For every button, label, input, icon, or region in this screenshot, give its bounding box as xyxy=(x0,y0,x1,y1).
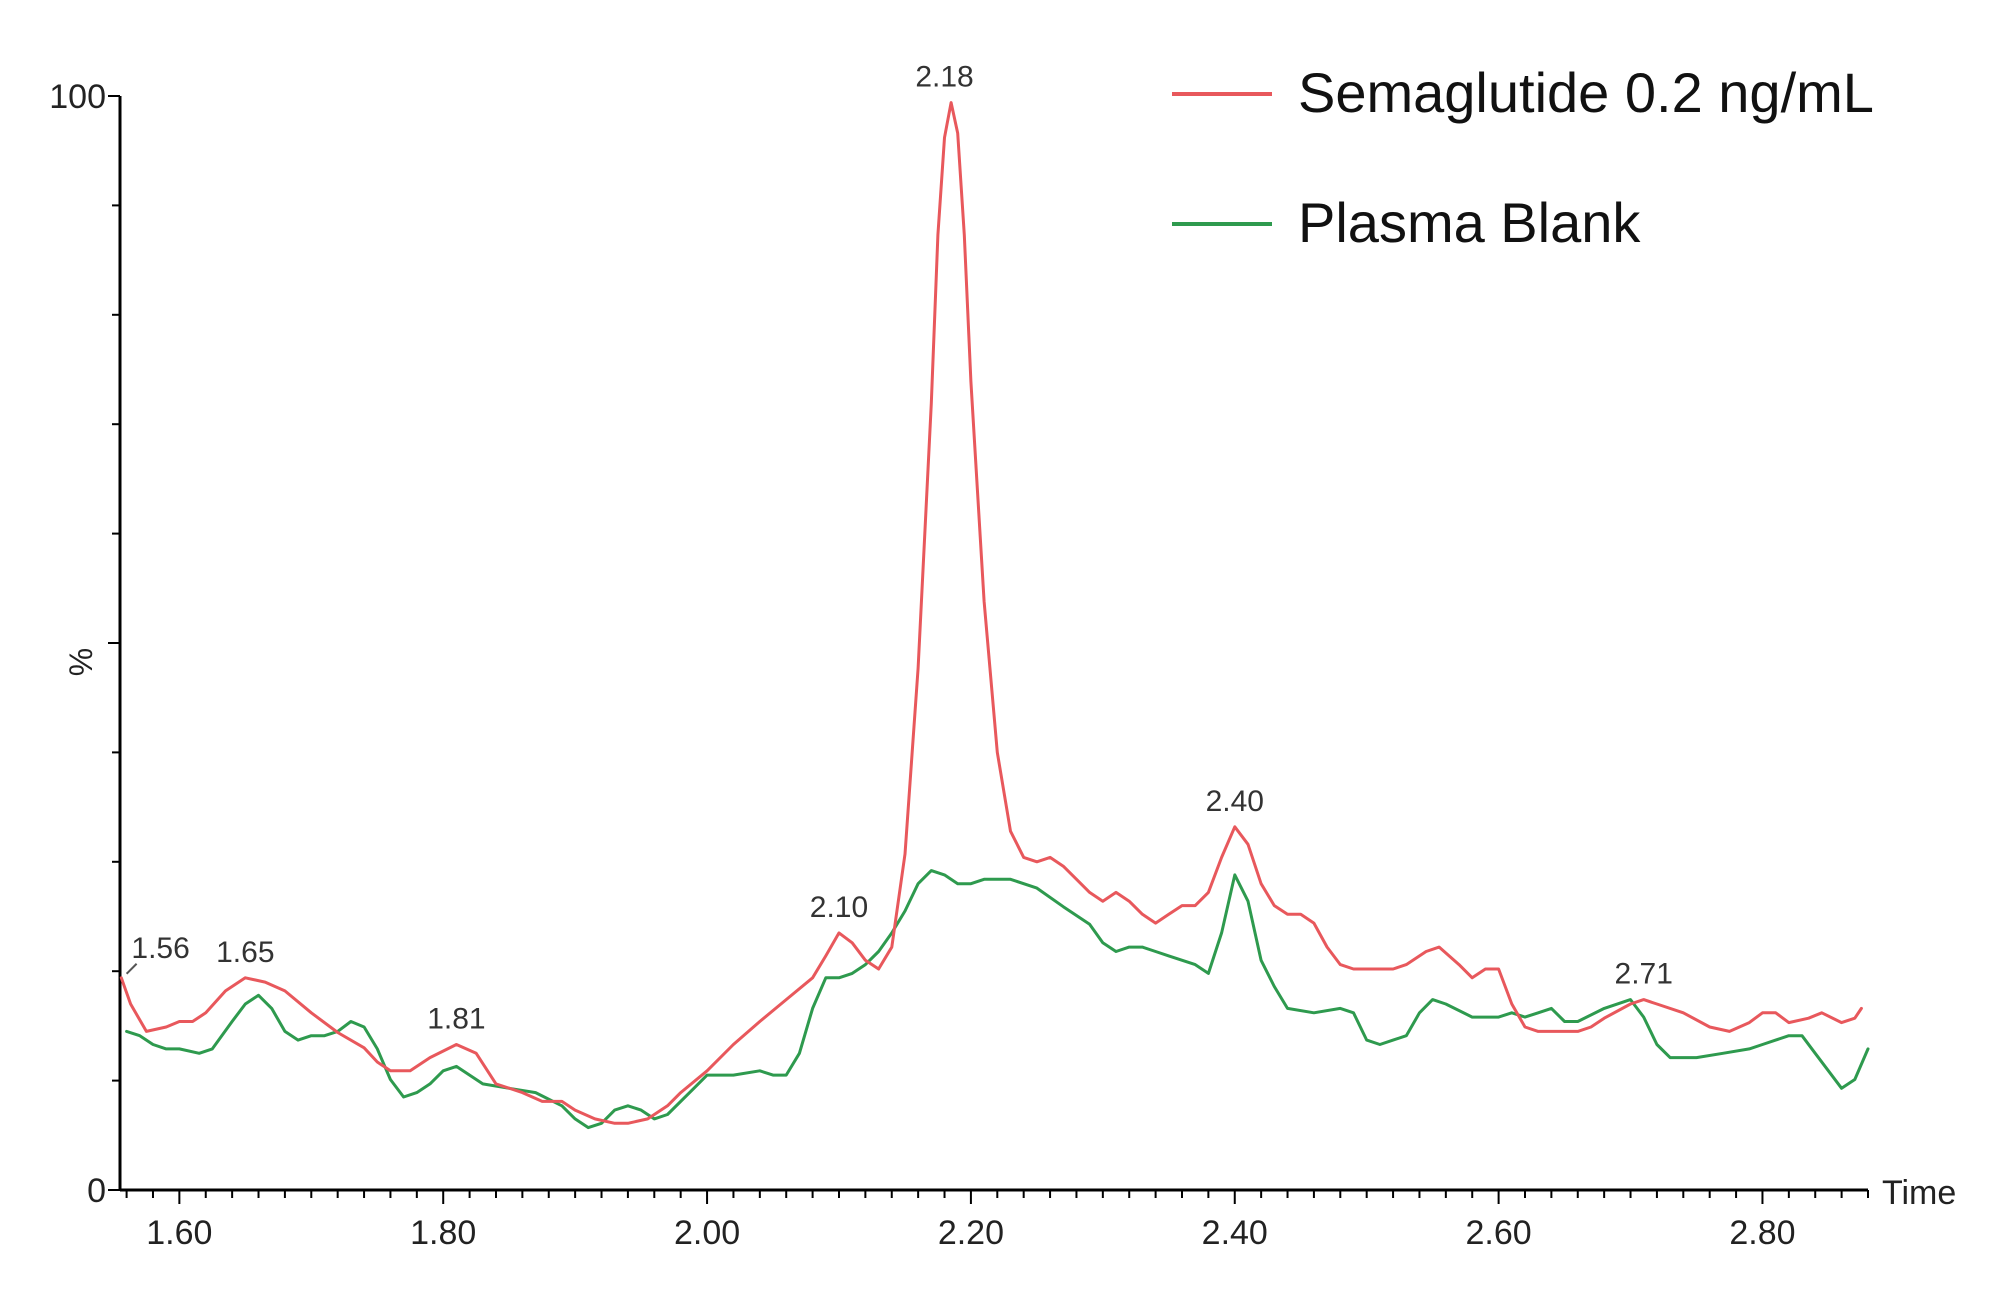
axes xyxy=(118,96,1868,1192)
x-tick-label: 1.80 xyxy=(410,1214,476,1252)
x-tick-label: 1.60 xyxy=(146,1214,212,1252)
peak-label: 2.40 xyxy=(1206,785,1264,818)
peak-label: 1.56 xyxy=(131,932,189,965)
series-semaglutide-line xyxy=(119,101,1863,1125)
x-tick-label: 2.40 xyxy=(1202,1214,1268,1252)
x-tick-label: 2.60 xyxy=(1466,1214,1532,1252)
series-layer xyxy=(119,101,1870,1130)
y-axis-label: % xyxy=(63,648,99,676)
legend-label-semaglutide: Semaglutide 0.2 ng/mL xyxy=(1298,61,1874,124)
peak-label: 1.65 xyxy=(216,936,274,969)
x-ticks: 1.60 1.80 2.00 2.20 2.40 2.60 2.80 xyxy=(125,1190,1869,1252)
x-tick-label: 2.80 xyxy=(1729,1214,1795,1252)
y-tick-label: 100 xyxy=(49,78,106,116)
peak-label: 2.10 xyxy=(810,891,868,924)
peak-leader-line xyxy=(125,963,138,975)
x-tick-label: 2.20 xyxy=(938,1214,1004,1252)
peak-label: 1.81 xyxy=(427,1002,485,1035)
peak-labels: 1.56 1.65 1.81 2.10 2.18 2.40 2.71 xyxy=(125,61,1673,1035)
series-plasma-blank-line xyxy=(125,869,1870,1130)
legend-label-plasma-blank: Plasma Blank xyxy=(1298,191,1641,254)
peak-label: 2.71 xyxy=(1615,958,1673,991)
y-tick-label: 0 xyxy=(87,1172,106,1210)
y-ticks: 0 100 xyxy=(49,78,120,1210)
peak-label: 2.18 xyxy=(915,61,973,94)
x-tick-label: 2.00 xyxy=(674,1214,740,1252)
legend: Semaglutide 0.2 ng/mL Plasma Blank xyxy=(1172,61,1874,254)
x-axis-label: Time xyxy=(1882,1174,1956,1212)
